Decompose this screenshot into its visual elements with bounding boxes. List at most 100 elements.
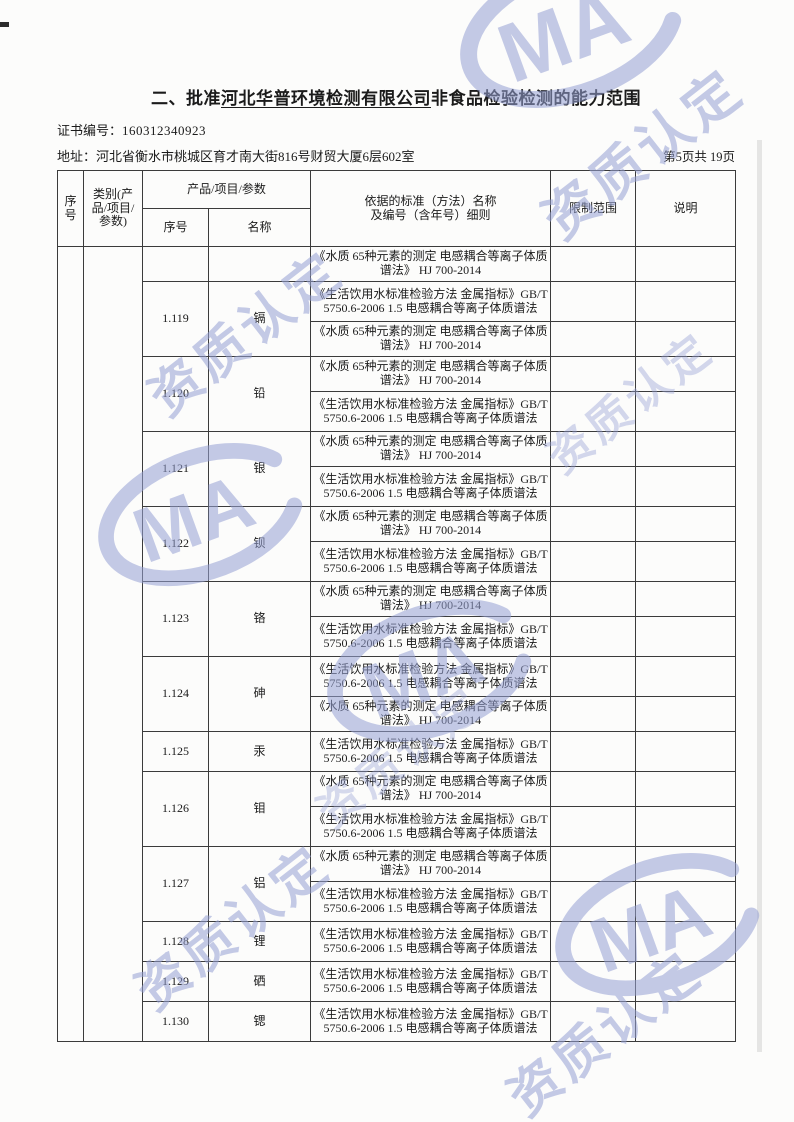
- capability-row: 1.126 钼 《水质 65种元素的测定 电感耦合等离子体质谱法》 HJ 700…: [58, 771, 737, 847]
- certificate-number-label: 证书编号：: [57, 123, 123, 138]
- limit-cell: [550, 281, 637, 322]
- note-cell: [635, 321, 737, 357]
- standard-cell: 《生活饮用水标准检验方法 金属指标》GB/T 5750.6-2006 1.5 电…: [310, 541, 552, 582]
- title-company-name: 河北华普环境检测有限公司: [221, 89, 431, 108]
- note-cell: [635, 246, 737, 282]
- note-cell: [635, 506, 737, 542]
- standard-cell: 《水质 65种元素的测定 电感耦合等离子体质谱法》 HJ 700-2014: [310, 246, 552, 282]
- limit-cell: [550, 881, 637, 922]
- limit-cell: [550, 506, 637, 542]
- capability-row: 1.129 硒 《生活饮用水标准检验方法 金属指标》GB/T 5750.6-20…: [58, 961, 737, 1002]
- note-cell: [635, 806, 737, 847]
- standard-cell: 《水质 65种元素的测定 电感耦合等离子体质谱法》 HJ 700-2014: [310, 356, 552, 392]
- capability-row: 1.119 镉 《生活饮用水标准检验方法 金属指标》GB/T 5750.6-20…: [58, 281, 737, 357]
- note-cell: [635, 731, 737, 772]
- item-name-cell: 锶: [207, 1001, 312, 1042]
- standard-cell: 《生活饮用水标准检验方法 金属指标》GB/T 5750.6-2006 1.5 电…: [310, 1001, 552, 1042]
- item-name-cell: 镉: [207, 281, 312, 357]
- title-prefix: 二、批准: [151, 89, 221, 108]
- note-cell: [635, 616, 737, 657]
- note-cell: [635, 1001, 737, 1042]
- standard-cell: 《水质 65种元素的测定 电感耦合等离子体质谱法》 HJ 700-2014: [310, 431, 552, 467]
- capability-row: 1.127 铝 《水质 65种元素的测定 电感耦合等离子体质谱法》 HJ 700…: [58, 846, 737, 922]
- standard-cell: 《生活饮用水标准检验方法 金属指标》GB/T 5750.6-2006 1.5 电…: [310, 806, 552, 847]
- standard-cell: 《水质 65种元素的测定 电感耦合等离子体质谱法》 HJ 700-2014: [310, 846, 552, 882]
- note-cell: [635, 961, 737, 1002]
- item-seq-cell: 1.122: [142, 506, 209, 582]
- limit-cell: [550, 1001, 637, 1042]
- item-seq-cell: 1.120: [142, 356, 209, 432]
- address-label: 地址：: [57, 149, 97, 164]
- limit-cell: [550, 846, 637, 882]
- item-seq-cell: [142, 246, 209, 282]
- standard-cell: 《生活饮用水标准检验方法 金属指标》GB/T 5750.6-2006 1.5 电…: [310, 616, 552, 657]
- limit-cell: [550, 581, 637, 617]
- limit-cell: [550, 541, 637, 582]
- limit-cell: [550, 656, 637, 697]
- limit-cell: [550, 731, 637, 772]
- address-line: 地址：河北省衡水市桃城区育才南大街816号财贸大厦6层602室 第5页共 19页: [57, 146, 735, 165]
- scan-streak-artifact: [757, 140, 762, 1052]
- address-text: 河北省衡水市桃城区育才南大街816号财贸大厦6层602室: [96, 149, 415, 164]
- standard-cell: 《生活饮用水标准检验方法 金属指标》GB/T 5750.6-2006 1.5 电…: [310, 961, 552, 1002]
- limit-cell: [550, 356, 637, 392]
- page-title: 二、批准河北华普环境检测有限公司非食品检验检测的能力范围: [57, 0, 735, 109]
- item-seq-cell: 1.121: [142, 431, 209, 507]
- page-number: 第5页共 19页: [663, 150, 735, 164]
- note-cell: [635, 391, 737, 432]
- standard-cell: 《生活饮用水标准检验方法 金属指标》GB/T 5750.6-2006 1.5 电…: [310, 656, 552, 697]
- item-name-cell: 钡: [207, 506, 312, 582]
- address: 地址：河北省衡水市桃城区育才南大街816号财贸大厦6层602室: [57, 146, 415, 165]
- capability-row: 1.128 锂 《生活饮用水标准检验方法 金属指标》GB/T 5750.6-20…: [58, 921, 737, 962]
- item-seq-cell: 1.123: [142, 581, 209, 657]
- note-cell: [635, 466, 737, 507]
- note-cell: [635, 656, 737, 697]
- standard-cell: 《生活饮用水标准检验方法 金属指标》GB/T 5750.6-2006 1.5 电…: [310, 881, 552, 922]
- col-header-standard-line1: 依据的标准（方法）名称: [364, 193, 497, 208]
- item-seq-cell: 1.124: [142, 656, 209, 732]
- item-name-cell: 铝: [207, 846, 312, 922]
- col-header-seq: 序号: [57, 170, 84, 247]
- note-cell: [635, 696, 737, 732]
- col-header-note: 说明: [635, 170, 737, 247]
- item-name-cell: 硒: [207, 961, 312, 1002]
- document-content: 二、批准河北华普环境检测有限公司非食品检验检测的能力范围 证书编号：160312…: [57, 0, 737, 1042]
- limit-cell: [550, 771, 637, 807]
- limit-cell: [550, 431, 637, 467]
- standard-cell: 《生活饮用水标准检验方法 金属指标》GB/T 5750.6-2006 1.5 电…: [310, 466, 552, 507]
- title-suffix: 非食品检验检测的能力范围: [431, 89, 641, 108]
- limit-cell: [550, 616, 637, 657]
- col-header-product-name: 名称: [207, 208, 312, 247]
- col-header-product-seq: 序号: [142, 208, 209, 247]
- capability-row: 1.121 银 《水质 65种元素的测定 电感耦合等离子体质谱法》 HJ 700…: [58, 431, 737, 507]
- col-header-category: 类别(产品/项目/参数): [83, 170, 143, 247]
- note-cell: [635, 356, 737, 392]
- note-cell: [635, 281, 737, 322]
- standard-cell: 《水质 65种元素的测定 电感耦合等离子体质谱法》 HJ 700-2014: [310, 506, 552, 542]
- category-cell: [83, 246, 143, 1042]
- col-header-product-group: 产品/项目/参数: [141, 170, 312, 209]
- standard-cell: 《生活饮用水标准检验方法 金属指标》GB/T 5750.6-2006 1.5 电…: [310, 921, 552, 962]
- capability-row: 《生活饮用水标准检验方法 金属指标》GB/T 5750.6-2006 1.5 电…: [58, 541, 737, 582]
- item-seq-cell: 1.119: [142, 281, 209, 357]
- standard-cell: 《生活饮用水标准检验方法 金属指标》GB/T 5750.6-2006 1.5 电…: [310, 281, 552, 322]
- item-name-cell: 锂: [207, 921, 312, 962]
- note-cell: [635, 541, 737, 582]
- item-seq-cell: 1.127: [142, 846, 209, 922]
- standard-cell: 《水质 65种元素的测定 电感耦合等离子体质谱法》 HJ 700-2014: [310, 696, 552, 732]
- header-row-2: 序号 名称: [58, 208, 736, 247]
- item-name-cell: 银: [207, 431, 312, 507]
- standard-cell: 《水质 65种元素的测定 电感耦合等离子体质谱法》 HJ 700-2014: [310, 581, 552, 617]
- item-seq-cell: 1.126: [142, 771, 209, 847]
- capability-table: 序号 类别(产品/项目/参数) 产品/项目/参数 依据的标准（方法）名称 及编号…: [57, 170, 737, 1042]
- limit-cell: [550, 806, 637, 847]
- note-cell: [635, 771, 737, 807]
- standard-cell: 《生活饮用水标准检验方法 金属指标》GB/T 5750.6-2006 1.5 电…: [310, 391, 552, 432]
- standard-cell: 《水质 65种元素的测定 电感耦合等离子体质谱法》 HJ 700-2014: [310, 771, 552, 807]
- item-seq-cell: 1.130: [142, 1001, 209, 1042]
- col-header-standard-line2: 及编号（含年号）细则: [370, 207, 491, 222]
- seq-cell: [57, 246, 84, 1042]
- item-name-cell: 汞: [207, 731, 312, 772]
- item-name-cell: 砷: [207, 656, 312, 732]
- limit-cell: [550, 961, 637, 1002]
